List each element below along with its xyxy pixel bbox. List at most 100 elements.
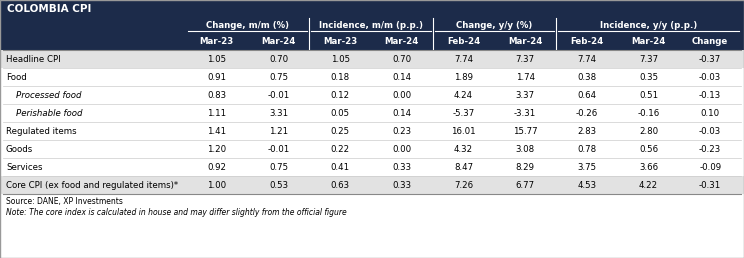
Text: 8.47: 8.47 — [454, 163, 473, 172]
Text: -0.31: -0.31 — [699, 181, 721, 189]
Text: 7.37: 7.37 — [516, 54, 535, 63]
Text: 0.05: 0.05 — [330, 109, 350, 117]
Text: 0.70: 0.70 — [392, 54, 411, 63]
Text: Perishable food: Perishable food — [16, 109, 83, 117]
Text: Mar-23: Mar-23 — [199, 37, 234, 46]
Bar — [0, 140, 744, 158]
Text: Mar-24: Mar-24 — [261, 37, 295, 46]
Bar — [0, 158, 744, 176]
Text: Mar-24: Mar-24 — [385, 37, 419, 46]
Text: 0.51: 0.51 — [639, 91, 658, 100]
Text: 0.92: 0.92 — [208, 163, 226, 172]
Bar — [0, 122, 744, 140]
Text: -0.37: -0.37 — [699, 54, 721, 63]
Text: 16.01: 16.01 — [451, 126, 476, 135]
Text: 0.56: 0.56 — [639, 144, 658, 154]
Text: -0.16: -0.16 — [638, 109, 660, 117]
Text: 0.63: 0.63 — [330, 181, 350, 189]
Text: -0.23: -0.23 — [699, 144, 721, 154]
Text: 3.37: 3.37 — [516, 91, 535, 100]
Bar — [0, 50, 744, 68]
Text: 7.74: 7.74 — [577, 54, 597, 63]
Text: 3.66: 3.66 — [639, 163, 658, 172]
Text: 0.14: 0.14 — [392, 72, 411, 82]
Text: 3.08: 3.08 — [516, 144, 535, 154]
Text: 0.00: 0.00 — [392, 144, 411, 154]
Text: 0.91: 0.91 — [208, 72, 226, 82]
Text: -5.37: -5.37 — [452, 109, 475, 117]
Text: 3.75: 3.75 — [577, 163, 597, 172]
Text: 4.24: 4.24 — [454, 91, 473, 100]
Text: Mar-24: Mar-24 — [508, 37, 542, 46]
Text: -0.26: -0.26 — [576, 109, 598, 117]
Text: -0.01: -0.01 — [267, 144, 289, 154]
Text: 0.41: 0.41 — [330, 163, 350, 172]
Text: 1.89: 1.89 — [454, 72, 473, 82]
Text: 1.74: 1.74 — [516, 72, 535, 82]
Text: 0.70: 0.70 — [269, 54, 288, 63]
Text: 7.26: 7.26 — [454, 181, 473, 189]
Text: -0.13: -0.13 — [699, 91, 721, 100]
Text: 1.05: 1.05 — [330, 54, 350, 63]
Text: 7.37: 7.37 — [639, 54, 658, 63]
Text: Regulated items: Regulated items — [6, 126, 77, 135]
Text: Note: The core index is calculated in house and may differ slightly from the off: Note: The core index is calculated in ho… — [6, 208, 347, 217]
Text: Core CPI (ex food and regulated items)*: Core CPI (ex food and regulated items)* — [6, 181, 178, 189]
Text: 0.75: 0.75 — [269, 163, 288, 172]
Text: 0.38: 0.38 — [577, 72, 597, 82]
Text: Change, m/m (%): Change, m/m (%) — [206, 20, 289, 29]
Text: 4.22: 4.22 — [639, 181, 658, 189]
Text: 4.53: 4.53 — [577, 181, 597, 189]
Bar — [0, 176, 744, 194]
Text: Source: DANE, XP Investments: Source: DANE, XP Investments — [6, 197, 123, 206]
Text: 0.64: 0.64 — [577, 91, 597, 100]
Text: Feb-24: Feb-24 — [570, 37, 603, 46]
Text: 0.33: 0.33 — [392, 181, 411, 189]
Text: 1.41: 1.41 — [208, 126, 226, 135]
Text: 0.14: 0.14 — [392, 109, 411, 117]
Text: 3.31: 3.31 — [269, 109, 288, 117]
Text: Mar-24: Mar-24 — [632, 37, 666, 46]
Text: Goods: Goods — [6, 144, 33, 154]
Text: 0.25: 0.25 — [330, 126, 350, 135]
Bar — [0, 86, 744, 104]
Bar — [0, 34, 744, 50]
Text: 1.05: 1.05 — [208, 54, 226, 63]
Text: Services: Services — [6, 163, 42, 172]
Text: 1.20: 1.20 — [208, 144, 226, 154]
Text: COLOMBIA CPI: COLOMBIA CPI — [7, 4, 92, 14]
Text: 1.21: 1.21 — [269, 126, 288, 135]
Text: 1.00: 1.00 — [208, 181, 226, 189]
Text: 4.32: 4.32 — [454, 144, 473, 154]
Text: 0.12: 0.12 — [330, 91, 350, 100]
Text: Mar-23: Mar-23 — [323, 37, 357, 46]
Text: -3.31: -3.31 — [514, 109, 536, 117]
Bar — [0, 0, 744, 18]
Text: -0.03: -0.03 — [699, 72, 721, 82]
Bar — [0, 104, 744, 122]
Text: 2.80: 2.80 — [639, 126, 658, 135]
Bar — [0, 68, 744, 86]
Text: Incidence, y/y (p.p.): Incidence, y/y (p.p.) — [600, 20, 697, 29]
Text: 0.10: 0.10 — [701, 109, 719, 117]
Text: Processed food: Processed food — [16, 91, 82, 100]
Text: Change, y/y (%): Change, y/y (%) — [456, 20, 533, 29]
Text: 15.77: 15.77 — [513, 126, 537, 135]
Text: Feb-24: Feb-24 — [447, 37, 480, 46]
Text: -0.09: -0.09 — [699, 163, 721, 172]
Bar — [0, 18, 744, 34]
Text: 0.35: 0.35 — [639, 72, 658, 82]
Text: 0.33: 0.33 — [392, 163, 411, 172]
Text: 1.11: 1.11 — [208, 109, 226, 117]
Text: Headline CPI: Headline CPI — [6, 54, 60, 63]
Text: 6.77: 6.77 — [516, 181, 535, 189]
Text: Food: Food — [6, 72, 27, 82]
Text: 8.29: 8.29 — [516, 163, 535, 172]
Text: 0.53: 0.53 — [269, 181, 288, 189]
Text: 0.83: 0.83 — [208, 91, 226, 100]
Text: 0.00: 0.00 — [392, 91, 411, 100]
Text: 7.74: 7.74 — [454, 54, 473, 63]
Text: 0.75: 0.75 — [269, 72, 288, 82]
Text: Change: Change — [692, 37, 728, 46]
Text: 0.23: 0.23 — [392, 126, 411, 135]
